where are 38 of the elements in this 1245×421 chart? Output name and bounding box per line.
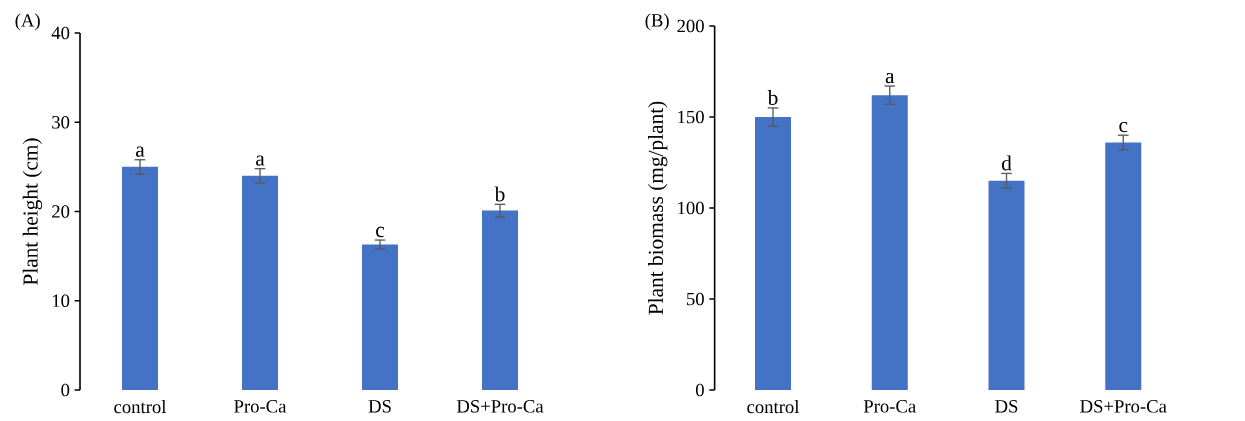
y-tick-label: 50 [687, 292, 704, 306]
y-axis-title: Plant height (cm) [22, 138, 43, 285]
bar [1105, 142, 1142, 390]
chart-title: (A) [15, 13, 40, 31]
annotation: a [256, 155, 265, 166]
y-tick-label: 100 [678, 201, 704, 215]
y-tick-label: 20 [52, 205, 70, 218]
y-tick-label: 150 [678, 110, 704, 124]
bar [362, 244, 398, 390]
x-tick-label: DS [368, 400, 391, 413]
annotation: a [136, 146, 145, 157]
bar [242, 175, 278, 390]
x-tick-label: DS+Pro-Ca [1080, 400, 1167, 413]
annotation: a [885, 72, 895, 84]
bar [482, 210, 518, 390]
bar [122, 166, 158, 390]
annotation: c [1119, 122, 1128, 133]
bar [871, 95, 908, 390]
annotation: b [494, 186, 505, 202]
bar [755, 117, 792, 390]
x-tick-label: Pro-Ca [863, 400, 916, 413]
y-tick-label: 0 [61, 383, 70, 397]
y-tick-label: 40 [51, 26, 70, 40]
chart-title: (B) [645, 13, 669, 31]
x-tick-label: DS [995, 400, 1018, 413]
annotation: c [376, 226, 385, 238]
x-tick-label: control [114, 400, 167, 414]
annotation: b [767, 89, 778, 105]
x-tick-label: DS+Pro-Ca [456, 400, 544, 413]
y-axis-title: Plant biomass (mg/plant) [648, 101, 668, 315]
annotation: d [1001, 155, 1012, 171]
y-tick-label: 0 [695, 383, 704, 397]
y-tick-label: 10 [52, 294, 70, 308]
y-tick-label: 30 [52, 115, 70, 129]
y-tick-label: 200 [677, 19, 704, 33]
x-tick-label: control [747, 400, 800, 414]
bar [988, 180, 1025, 390]
x-tick-label: Pro-Ca [234, 400, 287, 413]
